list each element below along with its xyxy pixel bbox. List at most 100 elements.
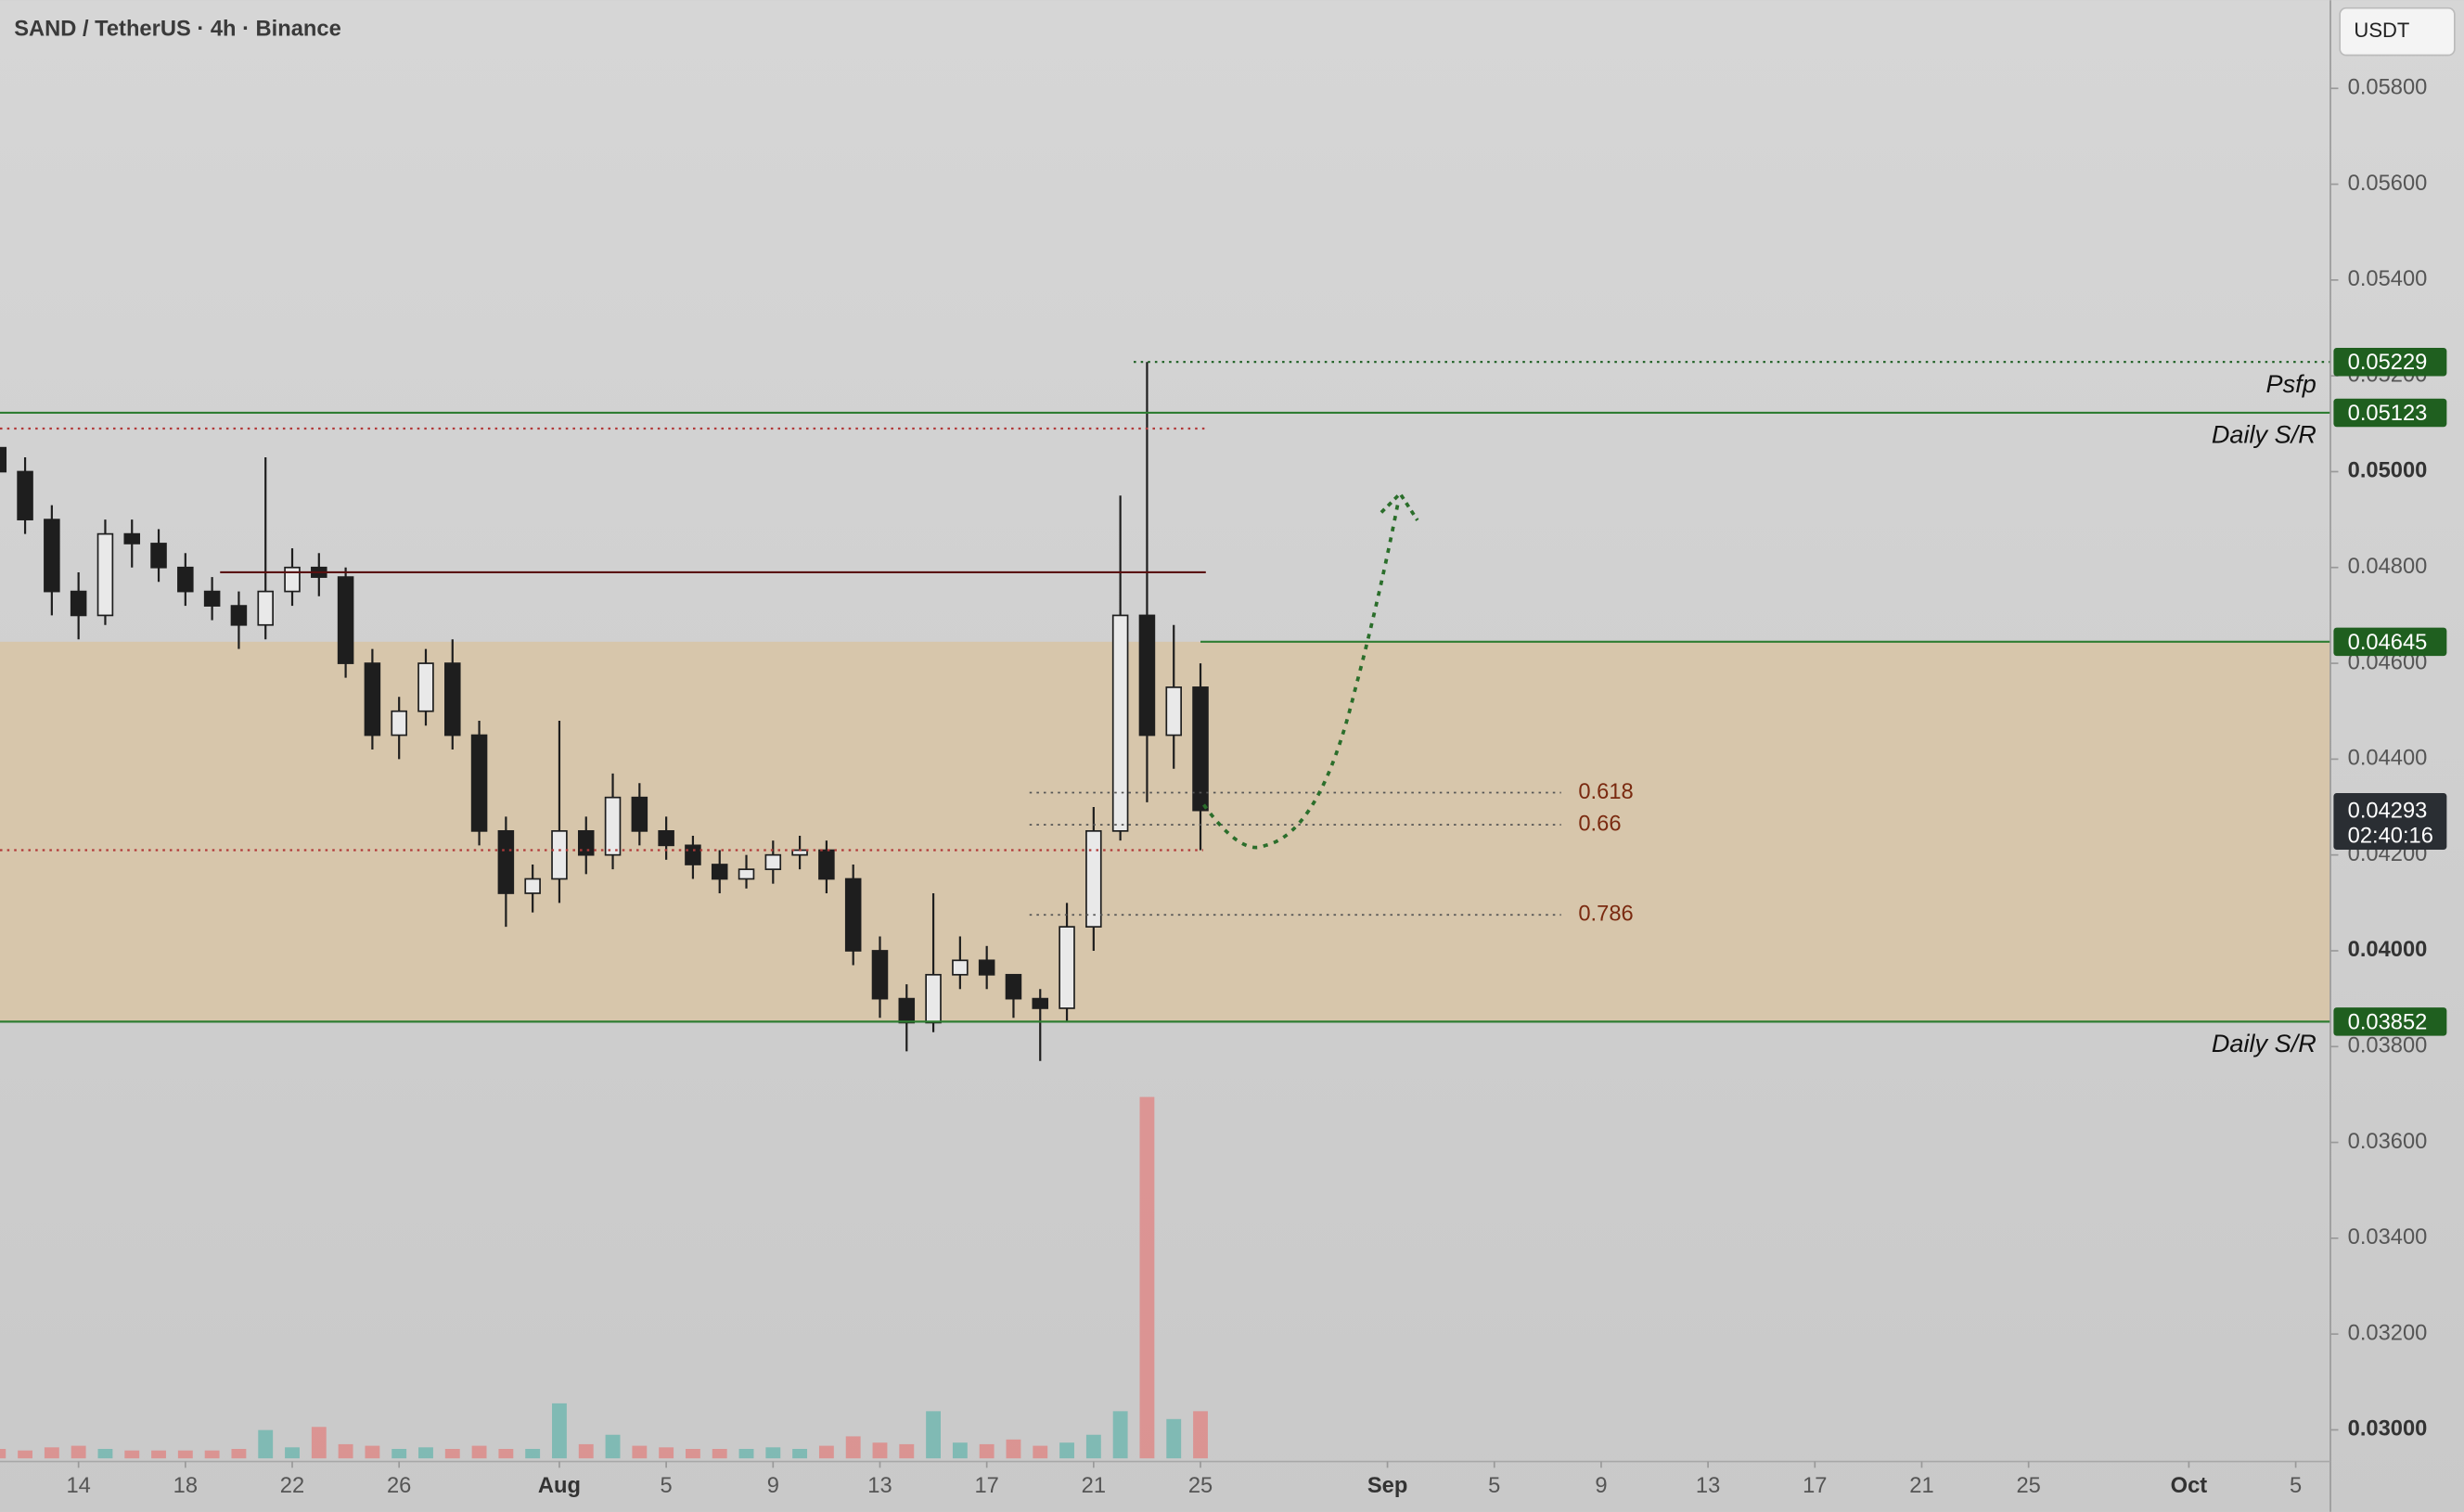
volume-bar (338, 1443, 353, 1459)
volume-bar (365, 1445, 380, 1459)
volume-bar (391, 1449, 407, 1459)
projection-arrow (1202, 499, 1401, 850)
last-price-label: 0.04293 (2348, 800, 2428, 824)
candle-body (391, 710, 407, 737)
candle-body (1192, 686, 1209, 812)
candle-body (524, 878, 541, 894)
x-tick-label: 17 (1803, 1474, 1827, 1498)
volume-bar (765, 1447, 781, 1459)
level-label: Psfp (2266, 369, 2316, 398)
volume-bar (818, 1445, 834, 1459)
candle-body (658, 829, 674, 847)
candle-body (1085, 829, 1102, 928)
candle-body (417, 662, 434, 712)
candle-body (150, 543, 167, 569)
x-tick-label: 5 (1488, 1474, 1500, 1498)
volume-bar (1085, 1434, 1101, 1459)
volume-bar (311, 1427, 327, 1459)
volume-bar (872, 1442, 888, 1459)
candle-body (711, 864, 728, 880)
candle-body (470, 734, 488, 832)
zone (0, 641, 2331, 1022)
x-tick-label: 21 (1909, 1474, 1933, 1498)
candle-body (551, 829, 568, 880)
x-tick-label: 25 (1188, 1474, 1213, 1498)
candle-body (604, 796, 622, 856)
candle-body (230, 605, 248, 626)
candle-body (978, 959, 995, 976)
y-tick-label: 0.03200 (2348, 1321, 2428, 1345)
price-badge (2333, 347, 2447, 377)
x-tick-label: 25 (2016, 1474, 2040, 1498)
candle-body (577, 829, 595, 856)
volume-bar (18, 1450, 32, 1459)
x-tick-label: Oct (2171, 1474, 2208, 1498)
volume-bar (712, 1449, 727, 1459)
volume-bar (444, 1449, 460, 1459)
volume-bar (177, 1450, 193, 1459)
volume-bar (44, 1447, 59, 1459)
candle-body (70, 590, 87, 617)
volume-bar (71, 1445, 86, 1459)
volume-bar (659, 1447, 674, 1459)
candle-body (738, 868, 755, 880)
volume-bar (1112, 1411, 1128, 1459)
candle-body (898, 997, 916, 1024)
candle-body (123, 532, 141, 545)
fib-label: 0.786 (1578, 902, 1633, 926)
volume-bar (845, 1436, 861, 1459)
volume-bar (1166, 1418, 1182, 1459)
volume-bar (1139, 1096, 1155, 1459)
volume-bar (258, 1429, 274, 1459)
candle-body (1138, 614, 1156, 737)
candle-body (925, 973, 942, 1024)
candle-body (631, 796, 648, 832)
candle-body (1005, 973, 1022, 1000)
candle-body (818, 849, 835, 880)
y-tick-label: 0.04000 (2348, 938, 2428, 962)
candle-body (1059, 926, 1075, 1009)
candle-body (337, 576, 354, 664)
volume-bar (498, 1449, 514, 1459)
volume-bar (525, 1449, 541, 1459)
volume-bar (738, 1449, 754, 1459)
candle-body (444, 662, 461, 737)
y-tick-label: 0.05000 (2348, 459, 2428, 483)
candle-body (764, 853, 782, 871)
price-badge (2333, 627, 2447, 657)
volume-bar (97, 1449, 113, 1459)
y-tick-label: 0.04400 (2348, 747, 2428, 771)
candle-body (257, 590, 274, 626)
x-tick-label: 14 (66, 1474, 90, 1498)
volume-bar (204, 1450, 220, 1459)
price-badge (2333, 1007, 2447, 1036)
price-badge-label: 0.05229 (2348, 351, 2428, 375)
candle-body (1111, 614, 1129, 832)
candle-body (177, 566, 194, 593)
last-price-badge (2333, 793, 2447, 850)
y-tick-label: 0.05800 (2348, 76, 2428, 100)
x-tick-label: Aug (538, 1474, 581, 1498)
volume-bar (418, 1447, 433, 1459)
price-badge-label: 0.05123 (2348, 402, 2428, 426)
currency-button[interactable] (2339, 6, 2456, 57)
volume-bar (605, 1434, 621, 1459)
volume-bar (151, 1450, 166, 1459)
y-tick-label: 0.03000 (2348, 1417, 2428, 1442)
volume-bar (1033, 1445, 1048, 1459)
candle-body (44, 519, 60, 593)
volume-bar (578, 1443, 594, 1459)
volume-bar (952, 1442, 968, 1459)
candle-body (96, 532, 114, 617)
volume-bar (231, 1449, 247, 1459)
volume-bar (979, 1443, 995, 1459)
x-tick-label: 13 (867, 1474, 892, 1498)
candle-body (844, 878, 862, 952)
volume-bar (0, 1449, 6, 1459)
x-tick-label: Sep (1367, 1474, 1407, 1498)
currency-label[interactable]: USDT (2354, 19, 2409, 42)
level-label: Daily S/R (2212, 1029, 2316, 1057)
candle-body (203, 590, 221, 607)
